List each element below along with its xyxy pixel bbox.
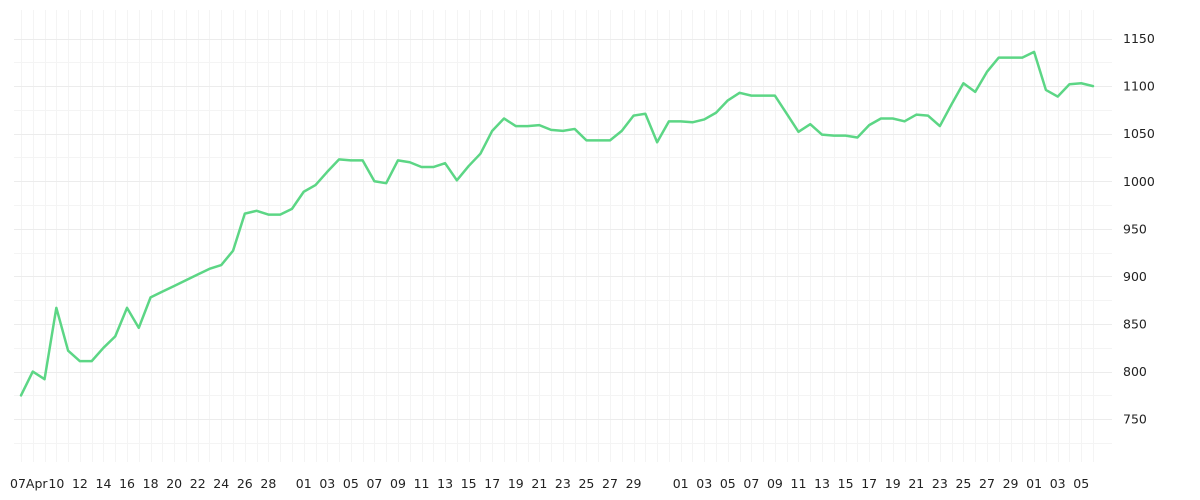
x-tick-label: 03 (1050, 476, 1066, 491)
x-tick-label: 11 (791, 476, 807, 491)
x-tick-label: 17 (484, 476, 500, 491)
x-tick-label: 01 (1026, 476, 1042, 491)
x-tick-label: 10 (48, 476, 64, 491)
x-tick-label: 27 (602, 476, 618, 491)
x-tick-label: 18 (143, 476, 159, 491)
x-tick-label: 19 (885, 476, 901, 491)
x-tick-label: 22 (190, 476, 206, 491)
x-tick-label: 03 (319, 476, 335, 491)
x-tick-label: 19 (508, 476, 524, 491)
x-tick-label: 28 (260, 476, 276, 491)
y-tick-label: 750 (1123, 412, 1147, 427)
grid (14, 10, 1112, 462)
x-tick-label: 12 (72, 476, 88, 491)
y-tick-label: 1050 (1123, 126, 1155, 141)
x-tick-label: 09 (390, 476, 406, 491)
x-tick-label: 15 (461, 476, 477, 491)
series-line (19, 50, 1095, 397)
x-tick-label: 24 (213, 476, 229, 491)
x-tick-label: 23 (932, 476, 948, 491)
x-tick-label: 14 (96, 476, 112, 491)
x-tick-label: 07 (743, 476, 759, 491)
x-tick-label: 16 (119, 476, 135, 491)
x-tick-label: 17 (861, 476, 877, 491)
x-tick-label: 25 (578, 476, 594, 491)
x-axis: 07Apr 10 12 14 16 18 20 22 24 26 28 01 03 05 07 09 11 13 1… (10, 476, 1089, 491)
x-tick-label: 23 (555, 476, 571, 491)
y-tick-label: 900 (1123, 269, 1147, 284)
y-tick-label: 1100 (1123, 79, 1155, 94)
x-tick-label: 03 (696, 476, 712, 491)
x-tick-label: 13 (437, 476, 453, 491)
x-tick-label: 05 (343, 476, 359, 491)
x-tick-label: 21 (531, 476, 547, 491)
x-tick-label: 05 (1073, 476, 1089, 491)
x-tick-label: 07 (366, 476, 382, 491)
y-tick-label: 1000 (1123, 174, 1155, 189)
x-tick-label: 15 (838, 476, 854, 491)
x-tick-label: 25 (955, 476, 971, 491)
y-tick-label: 800 (1123, 364, 1147, 379)
x-tick-label: 21 (908, 476, 924, 491)
y-tick-label: 950 (1123, 221, 1147, 236)
y-tick-label: 850 (1123, 317, 1147, 332)
y-axis: 750 800 850 900 950 1000 1050 1100 1150 (1123, 31, 1155, 427)
x-tick-label: 29 (1003, 476, 1019, 491)
x-tick-label: 01 (296, 476, 312, 491)
x-tick-label: 26 (237, 476, 253, 491)
series-layer (19, 50, 1095, 397)
y-tick-label: 1150 (1123, 31, 1155, 46)
x-tick-label: 05 (720, 476, 736, 491)
x-tick-label: 13 (814, 476, 830, 491)
x-tick-label: 01 (673, 476, 689, 491)
x-tick-label: 29 (626, 476, 642, 491)
x-tick-label: 20 (166, 476, 182, 491)
x-tick-label: 07Apr (10, 476, 48, 491)
x-tick-label: 11 (414, 476, 430, 491)
x-tick-label: 09 (767, 476, 783, 491)
x-tick-label: 27 (979, 476, 995, 491)
